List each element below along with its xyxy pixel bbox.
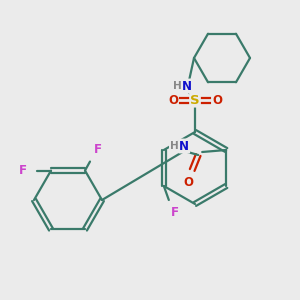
Text: O: O: [183, 176, 193, 188]
Text: N: N: [182, 80, 192, 92]
Text: O: O: [168, 94, 178, 106]
Text: F: F: [94, 143, 102, 156]
Text: F: F: [171, 206, 179, 220]
Text: N: N: [179, 140, 189, 152]
Text: F: F: [19, 164, 27, 177]
Text: H: H: [172, 81, 182, 91]
Text: S: S: [190, 94, 200, 106]
Text: H: H: [170, 141, 178, 151]
Text: O: O: [212, 94, 222, 106]
